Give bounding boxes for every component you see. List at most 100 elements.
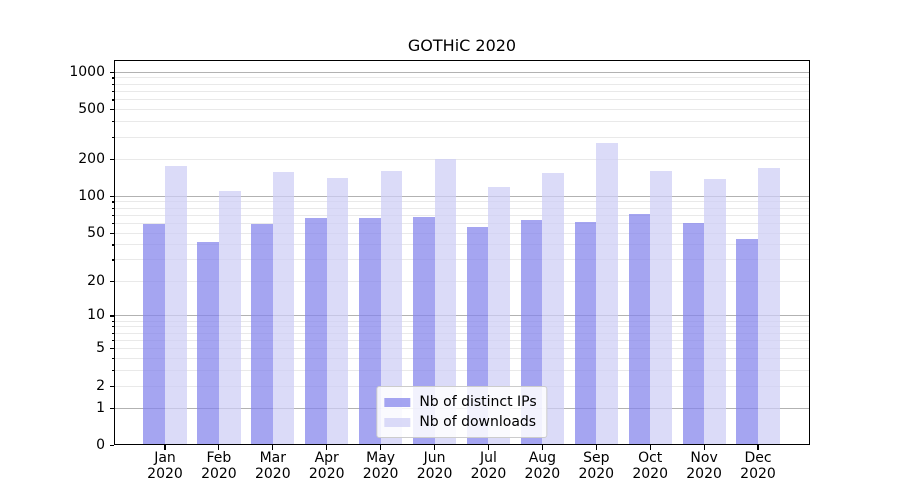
- y-minor-tick-mark: [111, 91, 114, 93]
- y-minor-tick-mark: [111, 201, 114, 203]
- y-tick-mark: [109, 232, 114, 234]
- x-tick-mark: [595, 445, 597, 450]
- gridlines-layer: [114, 60, 810, 445]
- y-tick-mark: [109, 158, 114, 160]
- x-tick-mark: [487, 445, 490, 450]
- y-tick-label: 1: [96, 399, 105, 416]
- bar-downloads-feb: [218, 190, 241, 445]
- bar-downloads-dec: [758, 167, 780, 445]
- bar-distinct-ips-mar: [251, 223, 273, 445]
- bars-layer: [114, 60, 810, 445]
- x-tick-mark: [218, 445, 220, 450]
- gridline-major: [114, 71, 810, 73]
- x-tick-label: Apr 2020: [308, 450, 345, 482]
- y-tick-label: 0: [96, 437, 105, 453]
- bar-downloads-aug: [542, 172, 564, 445]
- bar-distinct-ips-dec: [736, 239, 758, 445]
- bar-distinct-ips-apr: [305, 217, 327, 445]
- y-tick-mark: [109, 407, 114, 409]
- y-minor-tick-mark: [111, 244, 114, 246]
- bar-distinct-ips-oct: [628, 213, 651, 445]
- bar-distinct-ips-sep: [574, 222, 597, 445]
- y-tick-mark: [109, 348, 114, 350]
- gridline-minor: [114, 121, 810, 123]
- bar-downloads-jan: [165, 165, 187, 445]
- y-tick-mark: [109, 445, 114, 447]
- bar-distinct-ips-jan: [143, 223, 165, 445]
- y-tick-mark: [109, 385, 114, 387]
- bar-downloads-jun: [434, 159, 457, 445]
- bar-downloads-mar: [272, 171, 295, 445]
- gridline-minor: [114, 136, 810, 138]
- y-tick-label: 20: [87, 272, 105, 289]
- x-tick-label: Mar 2020: [254, 450, 291, 482]
- y-minor-tick-mark: [111, 222, 114, 225]
- bar-distinct-ips-feb: [197, 241, 219, 445]
- x-tick-label: Jan 2020: [147, 450, 183, 482]
- x-tick-mark: [272, 445, 274, 450]
- x-tick-mark: [433, 445, 436, 450]
- gridline-minor: [114, 99, 810, 101]
- x-tick-mark: [649, 445, 651, 450]
- gridline-minor: [114, 358, 810, 360]
- y-minor-tick-mark: [111, 332, 114, 334]
- legend-item-downloads: Nb of downloads: [384, 412, 536, 432]
- y-tick-mark: [109, 195, 114, 197]
- x-tick-mark: [703, 445, 705, 450]
- bar-downloads-jul: [488, 187, 511, 445]
- gridline-major: [114, 195, 810, 197]
- legend-swatch-distinct-ips: [384, 397, 411, 407]
- y-tick-label: 50: [87, 224, 105, 241]
- gridline-minor: [114, 158, 810, 160]
- gridline-major: [114, 315, 810, 317]
- y-minor-tick-mark: [111, 121, 114, 123]
- y-tick-mark: [109, 71, 114, 73]
- gridline-minor: [114, 339, 810, 341]
- gridline-minor: [114, 244, 810, 246]
- gridline-minor: [114, 77, 810, 79]
- y-minor-tick-mark: [111, 326, 114, 328]
- x-tick-mark: [757, 445, 759, 450]
- legend-swatch-downloads: [384, 417, 411, 427]
- gridline-minor: [114, 259, 810, 261]
- bar-downloads-apr: [326, 177, 349, 445]
- y-tick-label: 10: [87, 307, 105, 324]
- y-minor-tick-mark: [111, 339, 114, 342]
- bar-distinct-ips-nov: [682, 222, 705, 445]
- x-tick-label: Sep 2020: [578, 450, 615, 482]
- x-tick-mark: [380, 445, 382, 450]
- y-tick-label: 2: [96, 377, 105, 394]
- legend: Nb of distinct IPs Nb of downloads: [376, 386, 548, 438]
- y-minor-tick-mark: [111, 320, 114, 322]
- x-tick-label: May 2020: [362, 450, 399, 482]
- gridline-minor: [114, 222, 810, 224]
- y-tick-mark: [109, 109, 114, 111]
- gridline-minor: [114, 207, 810, 209]
- y-minor-tick-mark: [111, 259, 114, 261]
- gridline-minor: [114, 83, 810, 85]
- gridline-minor: [114, 280, 810, 282]
- gridline-minor: [114, 370, 810, 372]
- legend-item-distinct-ips: Nb of distinct IPs: [384, 392, 537, 412]
- x-tick-label: Feb 2020: [201, 450, 237, 482]
- gridline-minor: [114, 91, 810, 93]
- legend-label-downloads: Nb of downloads: [419, 414, 537, 430]
- y-minor-tick-mark: [111, 214, 114, 216]
- bar-downloads-may: [380, 170, 403, 445]
- y-tick-mark: [109, 315, 114, 317]
- gridline-minor: [114, 109, 810, 111]
- gridline-minor: [114, 232, 810, 234]
- y-tick-label: 5: [96, 340, 105, 357]
- x-tick-label: Nov 2020: [686, 450, 722, 482]
- x-tick-label: Jul 2020: [470, 450, 507, 482]
- chart-title: GOTHiC 2020: [407, 36, 517, 55]
- x-tick-label: Jun 2020: [416, 450, 453, 482]
- bar-downloads-oct: [650, 170, 672, 445]
- y-tick-label: 100: [78, 187, 105, 204]
- bar-downloads-sep: [596, 143, 618, 445]
- y-tick-label: 200: [78, 150, 105, 167]
- plot-area: Nb of distinct IPs Nb of downloads: [114, 60, 810, 445]
- bar-distinct-ips-may: [359, 217, 381, 445]
- x-tick-label: Oct 2020: [632, 450, 668, 482]
